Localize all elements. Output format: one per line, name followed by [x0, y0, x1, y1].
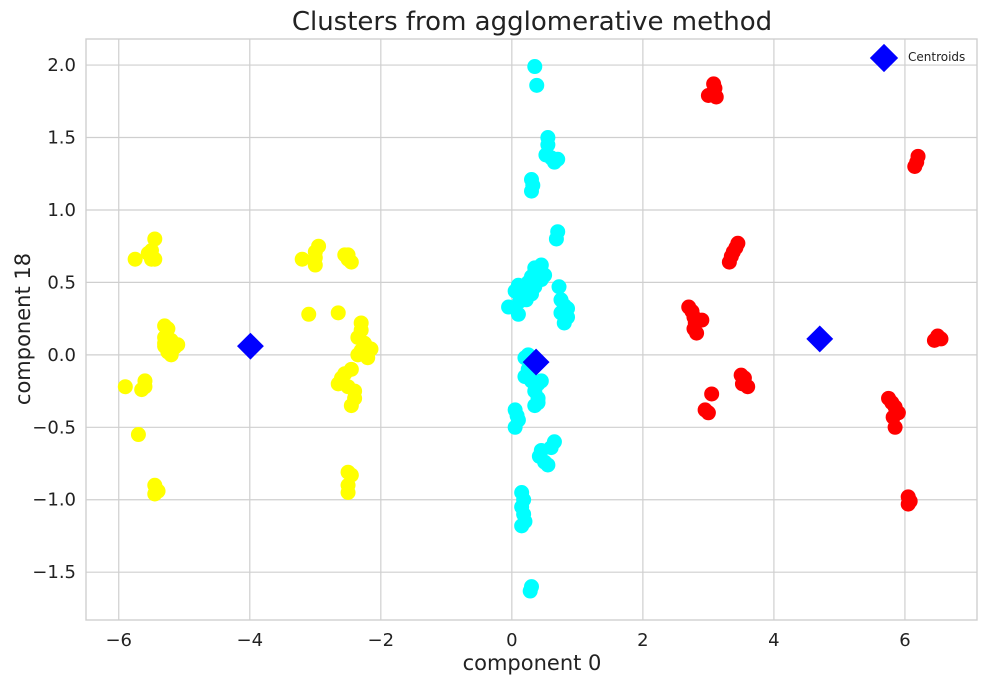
scatter-point-cluster-2	[721, 254, 737, 270]
x-tick-label: −2	[368, 630, 395, 651]
scatter-point-cluster-2	[740, 379, 756, 395]
scatter-point-cluster-1	[512, 293, 528, 309]
chart-title: Clusters from agglomerative method	[292, 7, 772, 37]
scatter-point-cluster-2	[887, 419, 903, 435]
scatter-point-cluster-1	[548, 231, 564, 247]
scatter-point-cluster-1	[507, 419, 523, 435]
x-tick-label: 2	[637, 630, 648, 651]
grid-lines	[86, 39, 977, 620]
scatter-point-cluster-2	[708, 89, 724, 105]
scatter-point-cluster-2	[926, 332, 942, 348]
scatter-point-cluster-1	[522, 583, 538, 599]
scatter-point-cluster-1	[550, 151, 566, 167]
scatter-point-cluster-1	[551, 279, 567, 295]
centroid-marker	[806, 325, 834, 353]
y-tick-label: −0.5	[32, 417, 76, 438]
x-tick-label: 4	[768, 630, 779, 651]
scatter-point-cluster-0	[307, 257, 323, 273]
x-tick-label: −4	[237, 630, 264, 651]
scatter-point-cluster-2	[700, 405, 716, 421]
x-tick-label: 0	[506, 630, 517, 651]
y-tick-label: −1.5	[32, 562, 76, 583]
x-tick-label: 6	[899, 630, 910, 651]
plot-frame	[85, 38, 978, 621]
scatter-point-cluster-2	[704, 386, 720, 402]
scatter-point-cluster-0	[157, 335, 173, 351]
scatter-point-cluster-2	[907, 159, 923, 175]
scatter-point-cluster-1	[514, 518, 530, 534]
scatter-point-cluster-0	[170, 337, 186, 353]
scatter-point-cluster-1	[530, 395, 546, 411]
scatter-point-cluster-1	[510, 306, 526, 322]
scatter-point-cluster-1	[556, 315, 572, 331]
y-tick-label: 0.5	[47, 272, 76, 293]
scatter-point-cluster-0	[343, 398, 359, 414]
legend-label-centroids: Centroids	[908, 50, 965, 64]
x-axis-title: component 0	[463, 651, 602, 675]
y-tick-label: −1.0	[32, 490, 76, 511]
y-tick-label: 0.0	[47, 345, 76, 366]
scatter-point-cluster-1	[524, 183, 539, 199]
scatter-point-cluster-0	[330, 305, 346, 321]
scatter-point-cluster-0	[134, 382, 150, 398]
scatter-point-cluster-2	[689, 325, 705, 341]
scatter-point-cluster-0	[130, 427, 146, 443]
tick-labels: −6 −4 −2 0 2 4 6 −1.5 −1.0 −0.5 0.0 0.5 1.0 1.5 2.0	[32, 55, 910, 651]
y-tick-label: 1.0	[47, 200, 76, 221]
y-tick-label: 2.0	[47, 55, 76, 76]
scatter-point-cluster-2	[900, 496, 916, 512]
legend: Centroids	[869, 43, 965, 73]
scatter-point-cluster-0	[117, 379, 133, 395]
x-tick-label: −6	[105, 630, 132, 651]
scatter-point-cluster-0	[147, 486, 163, 502]
scatter-point-cluster-0	[127, 251, 143, 267]
y-axis-title: component 18	[11, 253, 35, 405]
scatter-point-cluster-0	[147, 231, 163, 247]
scatter-point-cluster-1	[540, 457, 556, 473]
scatter-point-cluster-0	[360, 350, 376, 366]
centroid-marker	[237, 332, 264, 360]
y-tick-label: 1.5	[47, 128, 76, 149]
scatter-point-cluster-0	[340, 247, 356, 263]
scatter-point-cluster-0	[340, 484, 356, 500]
scatter-point-cluster-0	[147, 251, 163, 267]
centroid-markers	[237, 325, 834, 376]
scatter-point-cluster-1	[527, 59, 543, 75]
legend-centroid-marker	[869, 43, 899, 73]
scatter-point-cluster-0	[301, 306, 317, 322]
data-points	[117, 59, 949, 599]
scatter-point-cluster-0	[294, 251, 310, 267]
scatter-point-cluster-1	[529, 77, 545, 93]
